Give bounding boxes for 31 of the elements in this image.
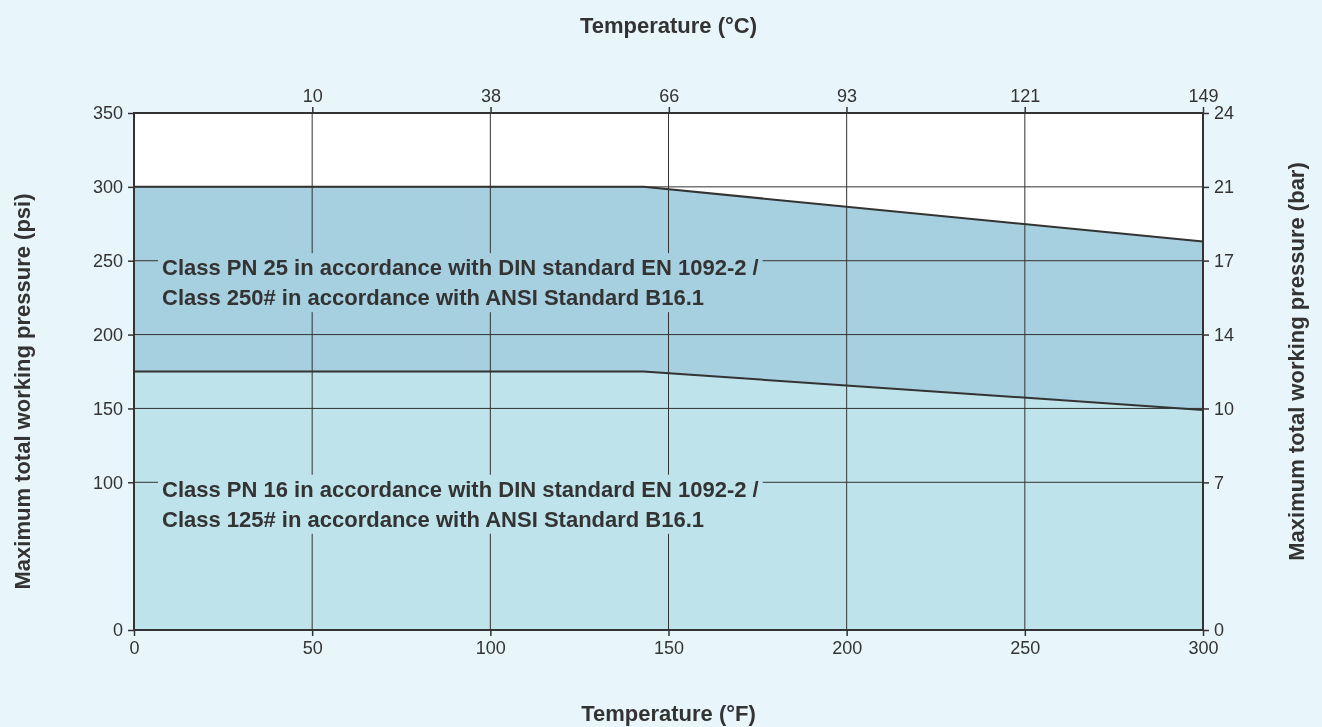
y2-tick-label: 14 [1214,324,1235,345]
series-label: Class PN 16 in accordance with DIN standard EN 1092-2 / Class 125# in accordance with ANSI Standard B16.1 [162,476,759,532]
y-tick-label: 350 [92,103,123,124]
x-tick-label: 150 [653,637,685,658]
y2-tick-label: 17 [1214,250,1235,271]
y-axis-title: Maximum total working pressure (psi) [10,193,35,590]
y2-tick-label: 21 [1214,177,1235,198]
y2-tick-label: 24 [1214,103,1235,124]
y-tick-label: 250 [92,250,123,271]
y2-tick-label: 10 [1214,398,1235,419]
x2-tick-label: 66 [659,86,680,106]
x2-tick-label: 149 [1188,86,1219,106]
x-tick-label: 250 [1010,637,1041,658]
y-tick-label: 150 [92,398,123,419]
y-tick-label: 300 [92,177,123,198]
x-tick-label: 50 [302,637,323,658]
x-tick-label: 200 [832,637,863,658]
x-tick-label: 0 [129,637,140,658]
x-axis-title: Temperature (°F) [581,701,756,726]
x2-tick-label: 93 [836,86,857,106]
y-tick-label: 0 [112,620,123,641]
x2-tick-label: 38 [481,86,502,106]
y2-axis-title: Maximum total working pressure (bar) [1284,162,1309,561]
x2-tick-label: 10 [302,86,323,106]
x2-axis-title: Temperature (°C) [579,13,758,38]
y-tick-label: 100 [92,472,123,493]
x2-tick-label: 121 [1010,86,1041,106]
y-tick-label: 200 [92,324,123,345]
x-tick-label: 100 [475,637,506,658]
series-label: Class PN 25 in accordance with DIN standard EN 1092-2 / Class 250# in accordance with ANSI Standard B16.1 [162,255,759,311]
y2-tick-label: 7 [1214,472,1225,493]
